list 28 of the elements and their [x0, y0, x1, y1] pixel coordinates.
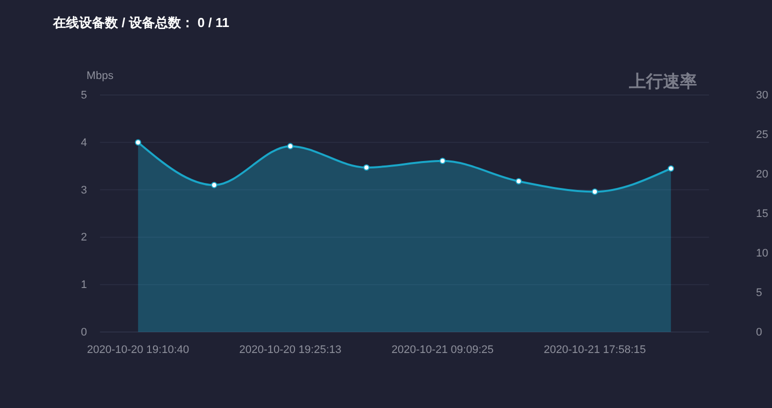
point [287, 143, 294, 150]
y-tick-label: 4 [80, 136, 87, 149]
y-tick-label: 3 [80, 184, 87, 196]
y-axis-title: Mbps [86, 70, 114, 82]
point [211, 182, 218, 188]
y2-tick-label: 20 [756, 168, 768, 181]
y2-tick-label: 25 [756, 129, 768, 142]
chart-subtitle: 上行速率 [628, 72, 697, 91]
x-tick-label: 2020-10-21 17:58:15 [544, 344, 646, 356]
y-tick-label: 5 [80, 90, 87, 102]
y2-tick-label: 30 [756, 90, 768, 102]
y2-tick-label: 10 [756, 248, 768, 260]
point [516, 178, 522, 184]
x-tick-label: 2020-10-21 09:09:25 [391, 344, 494, 356]
point [363, 164, 370, 171]
y2-tick-label: 15 [756, 208, 768, 220]
point [439, 158, 446, 164]
y-tick-label: 2 [80, 232, 87, 244]
point [592, 188, 598, 195]
point [134, 139, 142, 146]
y2-tick-label: 0 [756, 326, 762, 339]
point [668, 165, 674, 172]
y-tick-label: 0 [80, 326, 87, 339]
x-tick-label: 2020-10-20 19:25:13 [239, 344, 342, 356]
y-tick-label: 1 [80, 279, 87, 292]
chart-title: 在线设备数 / 设备总数： 0 / 11 [52, 15, 230, 30]
x-tick-label: 2020-10-20 19:10:40 [86, 344, 190, 356]
y2-tick-label: 5 [756, 287, 762, 300]
